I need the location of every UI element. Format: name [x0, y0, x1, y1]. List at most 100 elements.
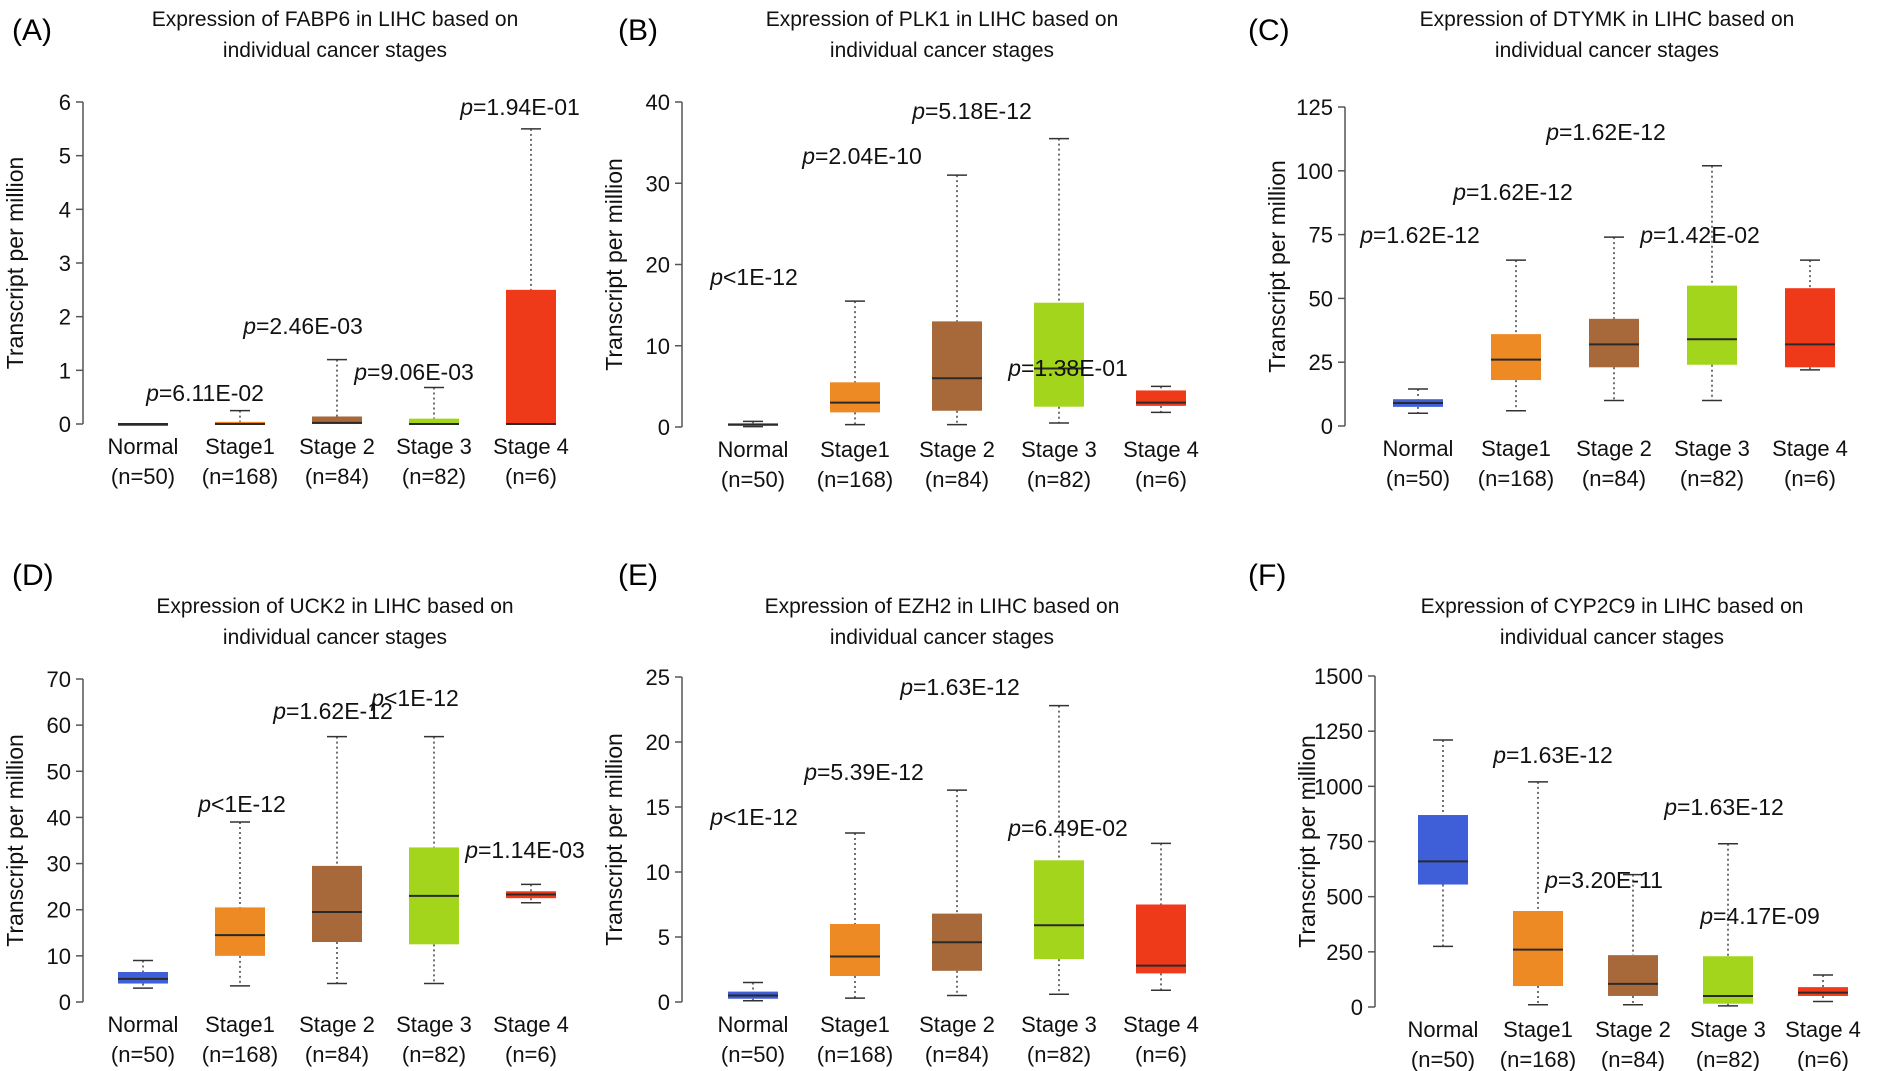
y-tick-label: 60 — [47, 713, 71, 738]
x-tick-label: Stage1 — [1503, 1017, 1573, 1042]
p-value-symbol: p — [1544, 867, 1558, 893]
x-tick-sample-size: (n=84) — [1601, 1047, 1665, 1071]
chart-panel-e: (E) Expression of EZH2 in LIHC based on in… — [601, 559, 1199, 1067]
y-tick-label: 1500 — [1314, 664, 1363, 689]
chart-title-line: individual cancer stages — [830, 39, 1054, 62]
y-tick-label: 5 — [658, 925, 670, 950]
chart-title-line: Expression of EZH2 in LIHC based on — [765, 595, 1120, 618]
x-tick-label: Stage 2 — [1595, 1017, 1671, 1042]
x-tick-label: Stage 4 — [493, 434, 569, 459]
x-tick-sample-size: (n=82) — [1027, 1042, 1091, 1067]
y-tick-label: 6 — [59, 90, 71, 115]
chart-panel-c: (C) Expression of DTYMK in LIHC based on i… — [1248, 8, 1848, 491]
p-value-label: p=5.18E-12 — [911, 98, 1032, 124]
y-tick-label: 20 — [646, 253, 670, 278]
y-tick-label: 500 — [1326, 885, 1363, 910]
y-tick-label: 2 — [59, 305, 71, 330]
p-value-number: =1.62E-12 — [1559, 119, 1666, 145]
x-tick-label: Normal — [1408, 1017, 1479, 1042]
x-tick-sample-size: (n=50) — [111, 464, 175, 489]
x-tick-sample-size: (n=168) — [202, 464, 278, 489]
panel-label: (A) — [12, 14, 52, 47]
box-stage1 — [830, 924, 880, 976]
x-tick-sample-size: (n=84) — [925, 467, 989, 492]
p-value-symbol: p — [899, 674, 913, 700]
chart-title-line: Expression of UCK2 in LIHC based on — [156, 595, 513, 618]
x-tick-label: Stage1 — [820, 437, 890, 462]
x-tick-label: Normal — [108, 434, 179, 459]
box-stage1 — [215, 907, 265, 956]
y-axis-label: Transcript per million — [2, 157, 28, 370]
y-axis-label: Transcript per million — [1264, 160, 1290, 373]
chart-title-line: Expression of CYP2C9 in LIHC based on — [1421, 595, 1804, 618]
box-stage-2 — [312, 416, 362, 424]
x-tick-label: Normal — [108, 1012, 179, 1037]
y-axis-label: Transcript per million — [601, 158, 627, 371]
p-value-number: =1.63E-12 — [1506, 742, 1613, 768]
p-value-symbol: p — [911, 98, 925, 124]
x-tick-sample-size: (n=82) — [1680, 466, 1744, 491]
y-tick-label: 30 — [47, 852, 71, 877]
y-axis-label: Transcript per million — [601, 733, 627, 946]
p-value-number: =1.62E-12 — [286, 698, 393, 724]
y-tick-label: 1000 — [1314, 774, 1363, 799]
p-value-number: =2.04E-10 — [815, 143, 922, 169]
y-tick-label: 4 — [59, 197, 71, 222]
x-tick-sample-size: (n=50) — [111, 1042, 175, 1067]
p-value-label: p=1.62E-12 — [1359, 222, 1480, 248]
x-tick-sample-size: (n=82) — [402, 1042, 466, 1067]
p-value-label: p=1.14E-03 — [464, 837, 585, 863]
box-stage-4 — [506, 289, 556, 424]
y-axis-label: Transcript per million — [2, 734, 28, 947]
panel-label: (F) — [1248, 559, 1286, 592]
p-value-symbol: p — [709, 804, 723, 830]
x-tick-label: Stage 4 — [493, 1012, 569, 1037]
chart-title-line: Expression of PLK1 in LIHC based on — [766, 8, 1119, 31]
x-tick-sample-size: (n=50) — [721, 1042, 785, 1067]
p-value-symbol: p — [1639, 222, 1653, 248]
y-tick-label: 10 — [646, 860, 670, 885]
p-value-number: =1.63E-12 — [1677, 794, 1784, 820]
x-tick-sample-size: (n=84) — [305, 464, 369, 489]
chart-title-line: Expression of FABP6 in LIHC based on — [152, 8, 519, 31]
p-value-symbol: p — [197, 791, 211, 817]
y-tick-label: 20 — [47, 898, 71, 923]
p-value-number: <1E-12 — [384, 685, 459, 711]
p-value-number: =5.18E-12 — [925, 98, 1032, 124]
y-tick-label: 75 — [1309, 223, 1333, 248]
p-value-number: <1E-12 — [723, 804, 798, 830]
p-value-label: p<1E-12 — [709, 264, 798, 290]
y-tick-label: 0 — [1321, 414, 1333, 439]
x-tick-sample-size: (n=50) — [1386, 466, 1450, 491]
box-stage-2 — [932, 321, 982, 411]
y-tick-label: 25 — [646, 665, 670, 690]
box-stage-4 — [1798, 987, 1848, 996]
x-tick-label: Stage 3 — [396, 1012, 472, 1037]
p-value-symbol: p — [1007, 355, 1021, 381]
box-stage1 — [1491, 334, 1541, 381]
x-tick-sample-size: (n=82) — [402, 464, 466, 489]
x-tick-sample-size: (n=168) — [817, 1042, 893, 1067]
p-value-label: p=1.63E-12 — [899, 674, 1020, 700]
x-tick-sample-size: (n=6) — [1135, 1042, 1187, 1067]
p-value-label: p=2.04E-10 — [801, 143, 922, 169]
p-value-label: p=3.20E-11 — [1544, 867, 1663, 893]
x-tick-label: Stage 3 — [1021, 1012, 1097, 1037]
chart-title-line: individual cancer stages — [1500, 626, 1724, 649]
x-tick-label: Stage 2 — [919, 1012, 995, 1037]
p-value-label: p<1E-12 — [197, 791, 286, 817]
x-tick-sample-size: (n=168) — [1478, 466, 1554, 491]
p-value-label: p=1.62E-12 — [1452, 179, 1573, 205]
x-tick-label: Stage 3 — [1690, 1017, 1766, 1042]
p-value-label: p=9.06E-03 — [353, 359, 474, 385]
y-tick-label: 750 — [1326, 830, 1363, 855]
y-tick-label: 3 — [59, 251, 71, 276]
p-value-number: =3.20E-11 — [1558, 867, 1663, 893]
p-value-number: =6.49E-02 — [1021, 815, 1128, 841]
box-stage1 — [830, 382, 880, 413]
p-value-label: p=1.63E-12 — [1492, 742, 1613, 768]
p-value-symbol: p — [1359, 222, 1373, 248]
y-tick-label: 1250 — [1314, 719, 1363, 744]
p-value-number: =1.94E-01 — [473, 94, 580, 120]
